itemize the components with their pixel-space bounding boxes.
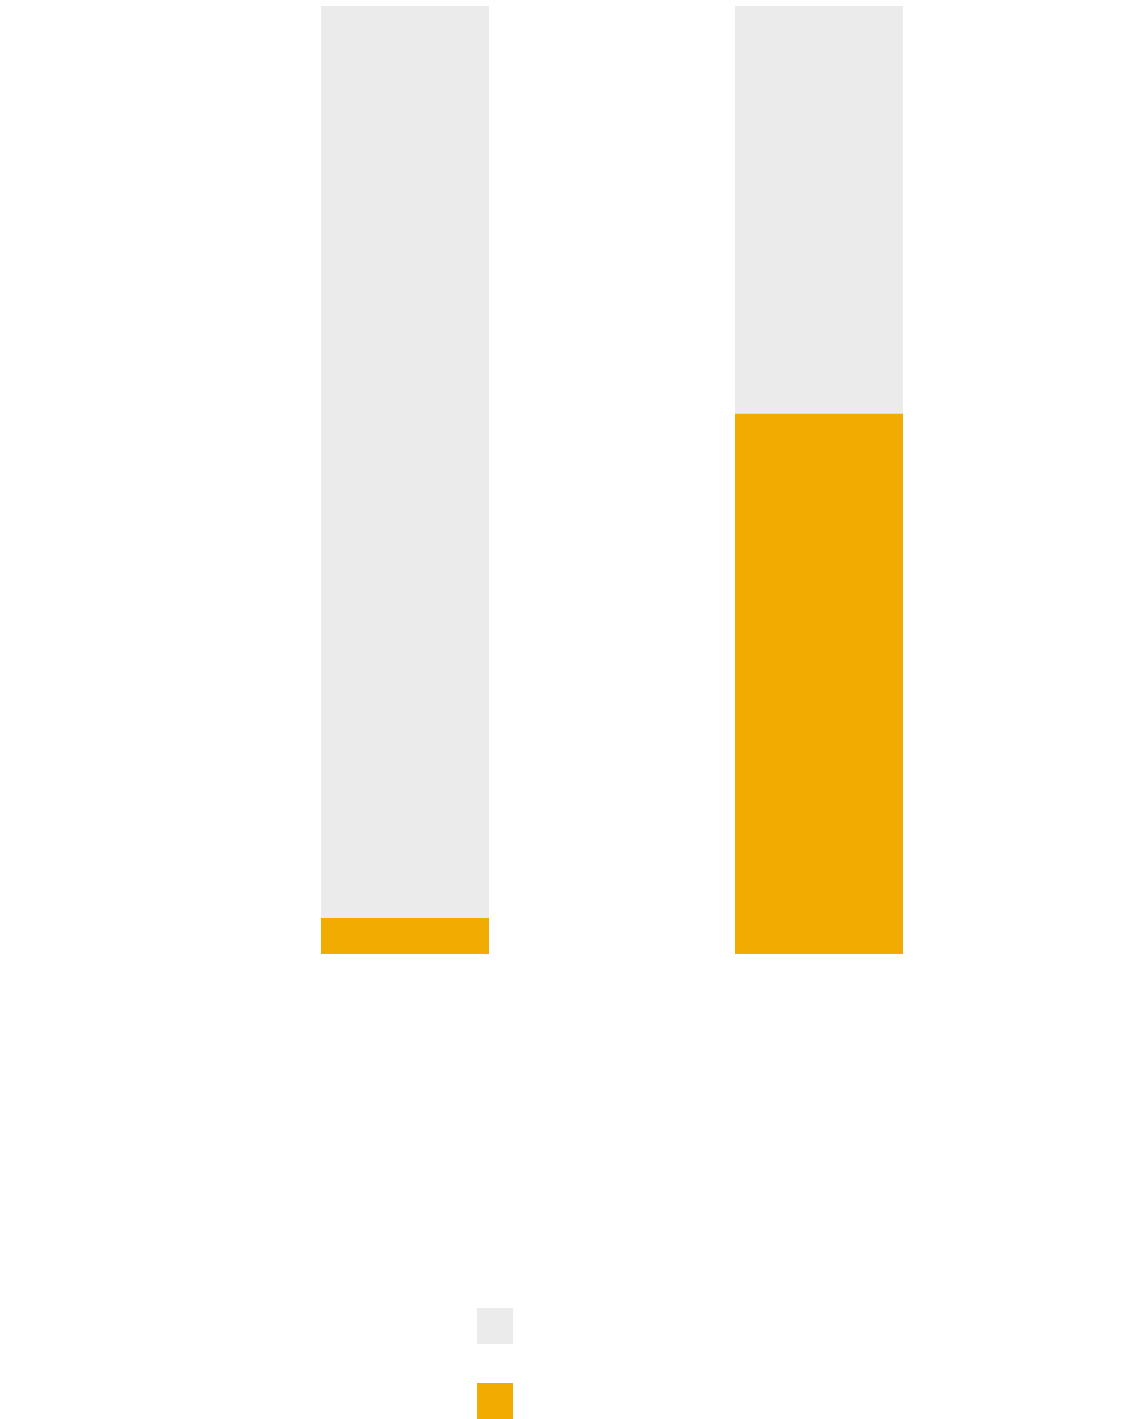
legend-swatch-1 <box>477 1308 513 1344</box>
bar-segment-2-series-1 <box>735 413 903 954</box>
bars-layer <box>321 6 903 954</box>
bar-segment-2-series-2 <box>735 6 903 414</box>
bar-segment-1-series-1 <box>321 917 489 954</box>
bar-segment-1-series-2 <box>321 6 489 918</box>
legend <box>477 1308 513 1419</box>
legend-swatch-2 <box>477 1383 513 1419</box>
